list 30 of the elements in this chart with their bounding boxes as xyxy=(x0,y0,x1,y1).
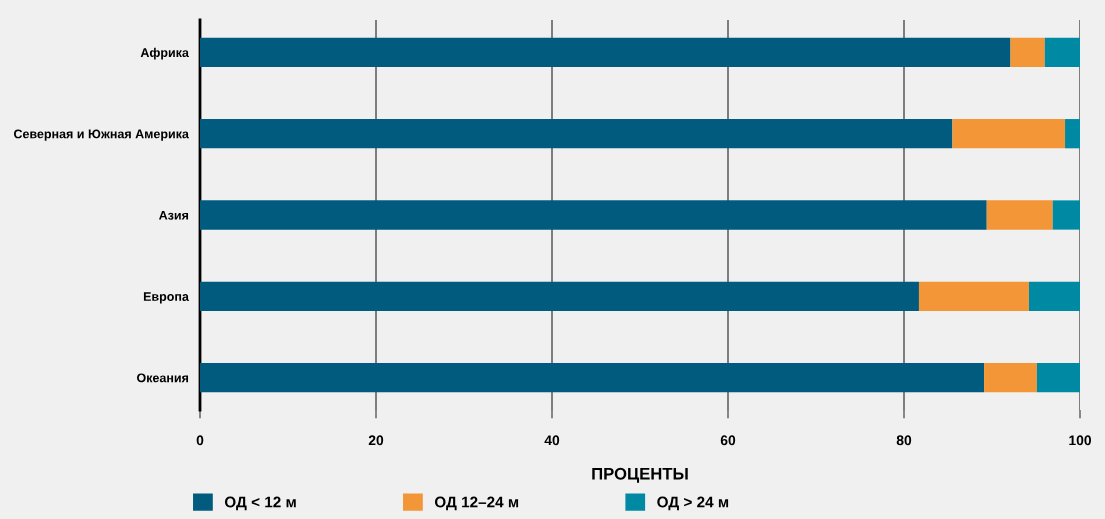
bar xyxy=(1010,37,1045,67)
bar xyxy=(200,363,985,393)
x-tick-label: 20 xyxy=(368,435,384,446)
bar xyxy=(200,200,987,230)
bar xyxy=(200,119,953,149)
x-tick-label: 80 xyxy=(896,435,912,446)
bar xyxy=(952,119,1066,149)
bar xyxy=(200,281,919,311)
bar xyxy=(986,200,1053,230)
y-tick-label: Европа xyxy=(143,292,189,304)
x-tick-label: 40 xyxy=(544,435,560,446)
bar xyxy=(1036,363,1080,393)
y-tick-label: Океания xyxy=(136,373,189,383)
x-tick-label: 100 xyxy=(1069,435,1092,446)
bar xyxy=(1044,37,1080,67)
y-tick-label: Африка xyxy=(140,47,189,60)
bar xyxy=(1028,281,1080,311)
bar xyxy=(1052,200,1080,230)
x-axis-title: ПРОЦЕНТЫ xyxy=(592,467,688,483)
x-tick-label: 60 xyxy=(720,435,736,446)
bar xyxy=(1065,119,1080,149)
x-tick-label: 0 xyxy=(196,435,204,446)
bar xyxy=(984,363,1037,393)
legend-label: ОД > 24 м xyxy=(657,496,729,511)
legend-label: ОД < 12 м xyxy=(224,496,296,511)
legend-label: ОД 12–24 м xyxy=(434,496,519,511)
y-tick-label: Азия xyxy=(158,210,189,220)
y-tick-label: Северная и Южная Америка xyxy=(13,129,189,141)
bar xyxy=(200,37,1011,67)
bar xyxy=(918,281,1029,311)
